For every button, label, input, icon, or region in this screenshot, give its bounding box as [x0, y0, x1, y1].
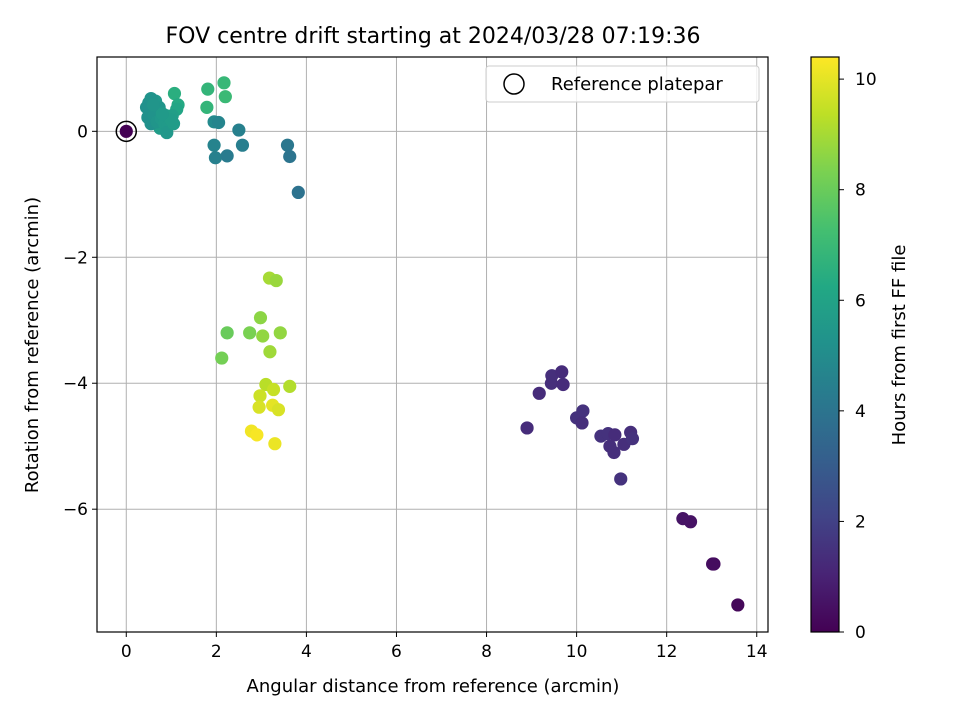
data-point [676, 512, 690, 526]
plot-background [97, 57, 768, 632]
y-tick-label: −6 [63, 500, 88, 520]
colorbar-tick-label: 8 [855, 181, 866, 201]
data-point [215, 351, 229, 365]
data-point [243, 326, 257, 340]
data-point [271, 403, 286, 417]
data-point [266, 382, 281, 397]
reference-platepar-marker [115, 120, 138, 143]
data-point [614, 472, 628, 486]
y-tick-label: −2 [63, 248, 88, 268]
x-tick-label: 10 [566, 642, 588, 662]
colorbar-ticks: 0 2 4 6 8 10 [839, 70, 877, 643]
colorbar-gradient [811, 57, 839, 632]
data-point [575, 416, 589, 430]
legend-label: Reference platepar [551, 74, 723, 95]
data-point [232, 123, 246, 137]
data-point [146, 98, 160, 112]
colorbar-tick-label: 4 [855, 402, 866, 422]
x-axis-label: Angular distance from reference (arcmin) [247, 676, 620, 697]
data-point [283, 379, 297, 393]
scatter-points [119, 76, 745, 612]
data-point [291, 185, 305, 200]
x-tick-label: 14 [746, 642, 768, 662]
x-tick-label: 2 [211, 642, 222, 662]
data-point [731, 598, 745, 612]
data-point [280, 138, 295, 152]
y-axis-label: Rotation from reference (arcmin) [22, 197, 43, 493]
data-point [607, 445, 621, 460]
data-point [555, 365, 569, 379]
data-point [200, 100, 214, 114]
data-point [263, 345, 277, 359]
data-point [252, 400, 266, 414]
plot-frame [96, 56, 769, 633]
data-point [532, 386, 546, 400]
data-point [625, 432, 640, 446]
data-point [608, 428, 622, 442]
x-ticks: 0 2 4 6 8 10 12 14 [121, 632, 768, 662]
data-point [217, 76, 231, 90]
colorbar-tick-label: 2 [855, 512, 866, 532]
reference-marker [115, 120, 138, 143]
data-point [253, 389, 267, 403]
data-point [218, 90, 232, 104]
legend-reference-marker [503, 73, 525, 95]
data-point [235, 138, 250, 152]
x-tick-label: 6 [391, 642, 402, 662]
legend-box [485, 65, 760, 103]
data-point [545, 369, 559, 383]
data-point [208, 151, 223, 165]
colorbar-tick-label: 0 [855, 623, 866, 643]
y-tick-label: −4 [63, 374, 88, 394]
x-tick-label: 12 [656, 642, 678, 662]
colorbar-label: Hours from first FF file [889, 245, 910, 446]
chart-title: FOV centre drift starting at 2024/03/28 … [166, 24, 701, 49]
data-point [556, 377, 570, 392]
colorbar-tick-label: 6 [855, 291, 866, 311]
colorbar: 0 2 4 6 8 10 Hours from first FF file [810, 56, 910, 643]
data-point [119, 124, 133, 138]
data-point [211, 115, 226, 130]
data-point [220, 326, 234, 340]
data-point [250, 428, 264, 442]
y-ticks: 0 −2 −4 −6 [63, 122, 97, 520]
data-point [520, 421, 534, 435]
x-tick-label: 8 [481, 642, 492, 662]
data-point [256, 329, 270, 343]
colorbar-tick-label: 10 [855, 70, 877, 90]
legend: Reference platepar [485, 65, 760, 103]
x-tick-label: 4 [301, 642, 312, 662]
data-point [253, 311, 268, 325]
y-tick-label: 0 [77, 122, 88, 142]
data-point [283, 149, 297, 164]
data-point [706, 557, 720, 571]
data-point [155, 107, 169, 121]
data-point [220, 149, 234, 163]
data-point [167, 86, 182, 101]
x-tick-label: 0 [121, 642, 132, 662]
data-point [207, 138, 221, 152]
data-point [273, 326, 287, 340]
plot-area: 0 2 4 6 8 10 12 14 0 −2 −4 −6 [63, 56, 769, 662]
data-point [576, 404, 590, 418]
data-point [268, 437, 282, 451]
data-point [269, 273, 283, 288]
data-point [201, 82, 215, 96]
colorbar-frame [810, 56, 840, 633]
